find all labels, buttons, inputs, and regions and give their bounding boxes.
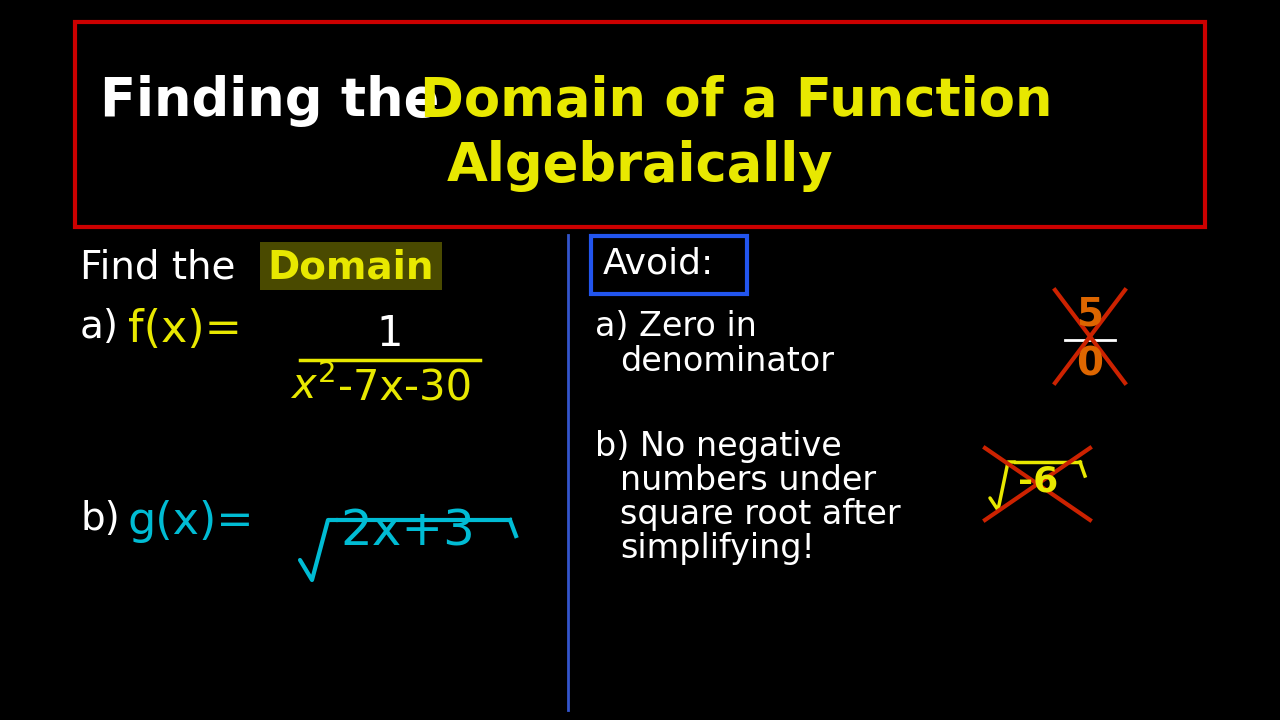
Text: Algebraically: Algebraically <box>447 140 833 192</box>
Text: denominator: denominator <box>620 345 835 378</box>
Text: a): a) <box>79 308 119 346</box>
Text: 0: 0 <box>1076 345 1103 383</box>
Text: Domain of a Function: Domain of a Function <box>420 75 1052 127</box>
Text: Avoid:: Avoid: <box>603 246 714 280</box>
Text: -7x-30: -7x-30 <box>338 367 472 409</box>
Text: -6: -6 <box>1018 464 1059 498</box>
Text: simplifying!: simplifying! <box>620 532 815 565</box>
Text: Finding the: Finding the <box>100 75 458 127</box>
Text: Domain: Domain <box>268 248 434 286</box>
Text: g(x)=: g(x)= <box>128 500 255 543</box>
Text: 5: 5 <box>1076 295 1103 333</box>
Text: f(x)=: f(x)= <box>128 308 242 351</box>
FancyBboxPatch shape <box>260 242 442 290</box>
Text: a) Zero in: a) Zero in <box>595 310 756 343</box>
Text: b): b) <box>79 500 120 538</box>
Text: 2x+3: 2x+3 <box>340 508 475 556</box>
Text: 1: 1 <box>376 313 403 355</box>
Text: numbers under: numbers under <box>620 464 876 497</box>
Text: $x^2$: $x^2$ <box>291 365 335 408</box>
Text: square root after: square root after <box>620 498 901 531</box>
Text: Find the: Find the <box>79 248 236 286</box>
Text: b) No negative: b) No negative <box>595 430 842 463</box>
